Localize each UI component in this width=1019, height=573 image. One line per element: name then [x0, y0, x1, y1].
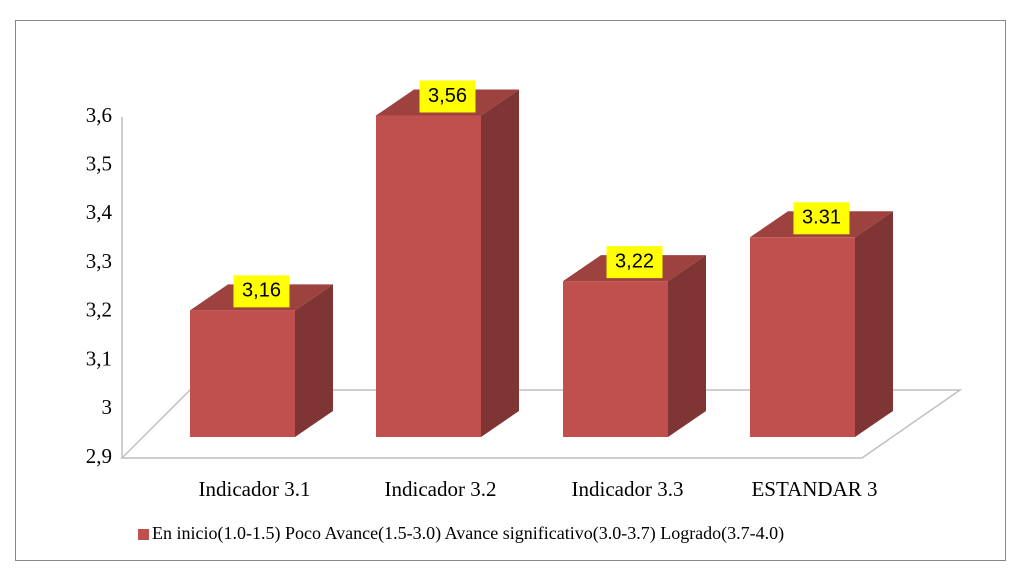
- y-tick-label: 3: [102, 395, 113, 419]
- value-label-box: [419, 80, 476, 113]
- value-label-box: [606, 246, 663, 279]
- legend-swatch: [138, 529, 149, 540]
- bar: [190, 310, 295, 437]
- y-tick-label: 3,5: [86, 152, 112, 176]
- bar-side: [668, 255, 706, 437]
- value-label: 3,16: [242, 280, 281, 302]
- x-tick-label: Indicador 3.3: [572, 477, 684, 501]
- value-label-box: [793, 202, 850, 235]
- legend-label: En inicio(1.0-1.5) Poco Avance(1.5-3.0) …: [152, 523, 784, 544]
- x-tick-label: ESTANDAR 3: [751, 477, 877, 501]
- value-label-box: [233, 275, 290, 308]
- bar-side: [855, 211, 893, 437]
- bar-side: [295, 284, 333, 437]
- value-label: 3.31: [802, 207, 841, 229]
- bar: [376, 115, 481, 437]
- bar: [750, 237, 855, 437]
- x-tick-label: Indicador 3.2: [385, 477, 497, 501]
- y-tick-label: 3,2: [86, 298, 112, 322]
- value-label: 3,22: [615, 250, 654, 272]
- y-tick-label: 3,1: [86, 346, 112, 370]
- y-tick-label: 3,3: [86, 249, 112, 273]
- y-tick-label: 3,4: [86, 200, 113, 224]
- value-label: 3,56: [428, 85, 467, 107]
- x-tick-label: Indicador 3.1: [199, 477, 311, 501]
- y-tick-label: 3,6: [86, 103, 112, 127]
- y-tick-label: 2,9: [86, 444, 112, 468]
- bar-side: [481, 89, 519, 437]
- floor: [120, 389, 963, 459]
- bar: [563, 281, 668, 437]
